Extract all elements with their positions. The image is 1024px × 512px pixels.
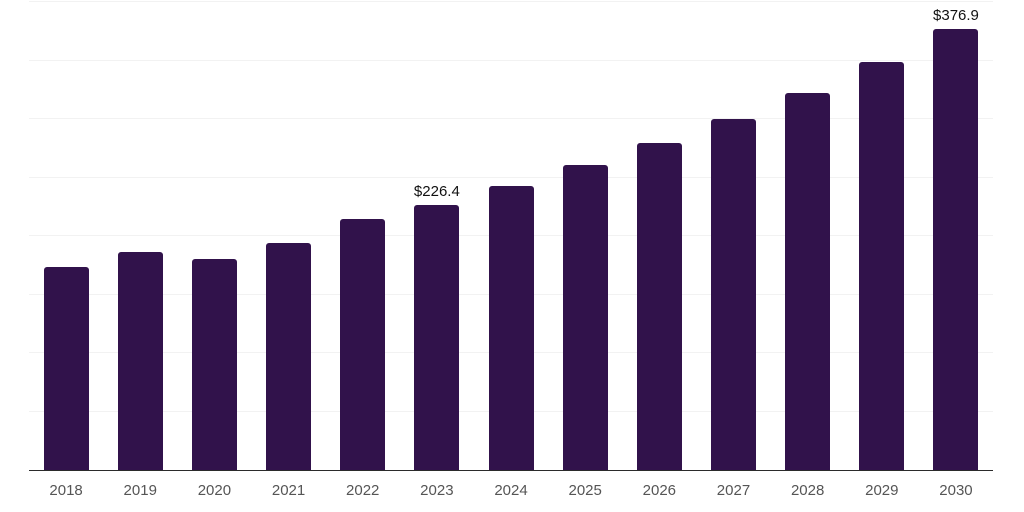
bar-cell-2025 <box>548 2 622 470</box>
bar-2024 <box>488 186 534 470</box>
bar-cell-2022 <box>326 2 400 470</box>
bars-row: $226.4 $376.9 <box>29 2 993 470</box>
bar-2021 <box>266 242 312 470</box>
x-axis-label-2027: 2027 <box>716 482 751 499</box>
bar-2029 <box>859 61 905 470</box>
x-axis-label-2024: 2024 <box>494 482 528 499</box>
bar-value-label-2023: $226.4 <box>413 183 460 201</box>
bar-2030 <box>933 29 979 470</box>
bar-2022 <box>340 219 386 470</box>
bar-cell-2023: $226.4 <box>400 2 474 470</box>
bar-2028 <box>785 93 831 470</box>
gridline-400 <box>29 1 993 2</box>
bar-2025 <box>562 164 608 470</box>
gridline-300 <box>29 118 993 119</box>
bar-cell-2019 <box>103 2 177 470</box>
x-axis-labels: 2018 2019 2020 2021 2022 2023 2024 2025 2026 2027… <box>29 482 993 500</box>
gridline-250 <box>29 176 993 178</box>
x-axis-label-2019: 2019 <box>123 482 157 499</box>
bar-2019 <box>117 252 163 470</box>
x-axis-label-2029: 2029 <box>865 482 899 499</box>
x-axis-label-2025: 2025 <box>568 482 602 499</box>
bar-cell-2018 <box>29 2 103 470</box>
bar-cell-2030: $376.9 <box>919 2 993 470</box>
x-axis-label-2023: 2023 <box>420 482 454 499</box>
bar-2020 <box>191 259 237 470</box>
bar-2027 <box>710 119 756 470</box>
bar-cell-2021 <box>251 2 325 470</box>
bar-2026 <box>636 143 682 470</box>
bar-cell-2020 <box>177 2 251 470</box>
x-axis-label-2021: 2021 <box>271 482 306 499</box>
x-axis-label-2030: 2030 <box>939 482 973 499</box>
bar-cell-2026 <box>622 2 696 470</box>
x-axis-label-2020: 2020 <box>197 482 232 499</box>
x-axis-label-2026: 2026 <box>642 482 677 499</box>
plot-area: $226.4 $376.9 <box>29 1 993 471</box>
bar-value-label-2030: $376.9 <box>933 7 979 25</box>
x-axis-label-2022: 2022 <box>346 482 380 499</box>
bar-2018 <box>43 267 89 470</box>
bar-cell-2024 <box>474 2 548 470</box>
x-axis-label-2018: 2018 <box>49 482 83 499</box>
bar-cell-2027 <box>696 2 770 470</box>
bar-2023 <box>414 205 460 470</box>
bar-cell-2029 <box>845 2 919 470</box>
x-axis-label-2028: 2028 <box>790 482 825 499</box>
gridline-350 <box>29 59 993 61</box>
bar-cell-2028 <box>771 2 845 470</box>
